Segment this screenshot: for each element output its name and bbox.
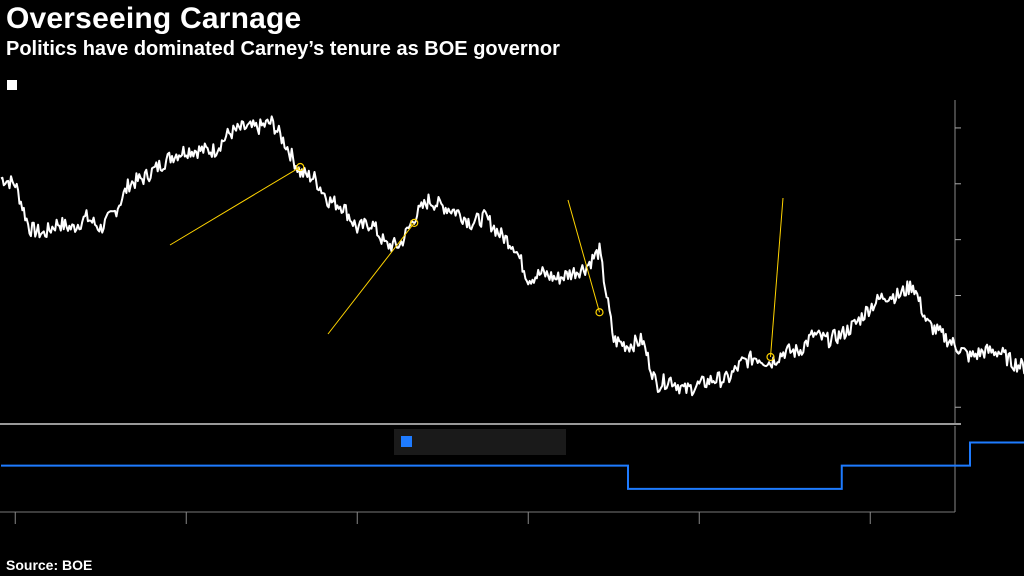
source-note: Source: BOE (6, 557, 93, 573)
annotation-leader (327, 222, 415, 335)
annotation-marker (296, 162, 305, 172)
legend-swatch (401, 436, 412, 447)
chart-subtitle: Politics have dominated Carney’s tenure … (6, 38, 560, 60)
legend-box (394, 429, 566, 455)
annotation-leader (169, 166, 301, 246)
annotation-leader (770, 197, 784, 358)
annotation-marker (410, 218, 419, 227)
exchange-rate-line (0, 115, 1024, 397)
chart-title: Overseeing Carnage (6, 2, 302, 35)
annotation-leader (567, 199, 600, 313)
legend-swatch (7, 80, 17, 90)
annotation-marker (766, 352, 775, 362)
boe-rate-line (1, 441, 1024, 490)
annotation-marker (595, 308, 604, 317)
